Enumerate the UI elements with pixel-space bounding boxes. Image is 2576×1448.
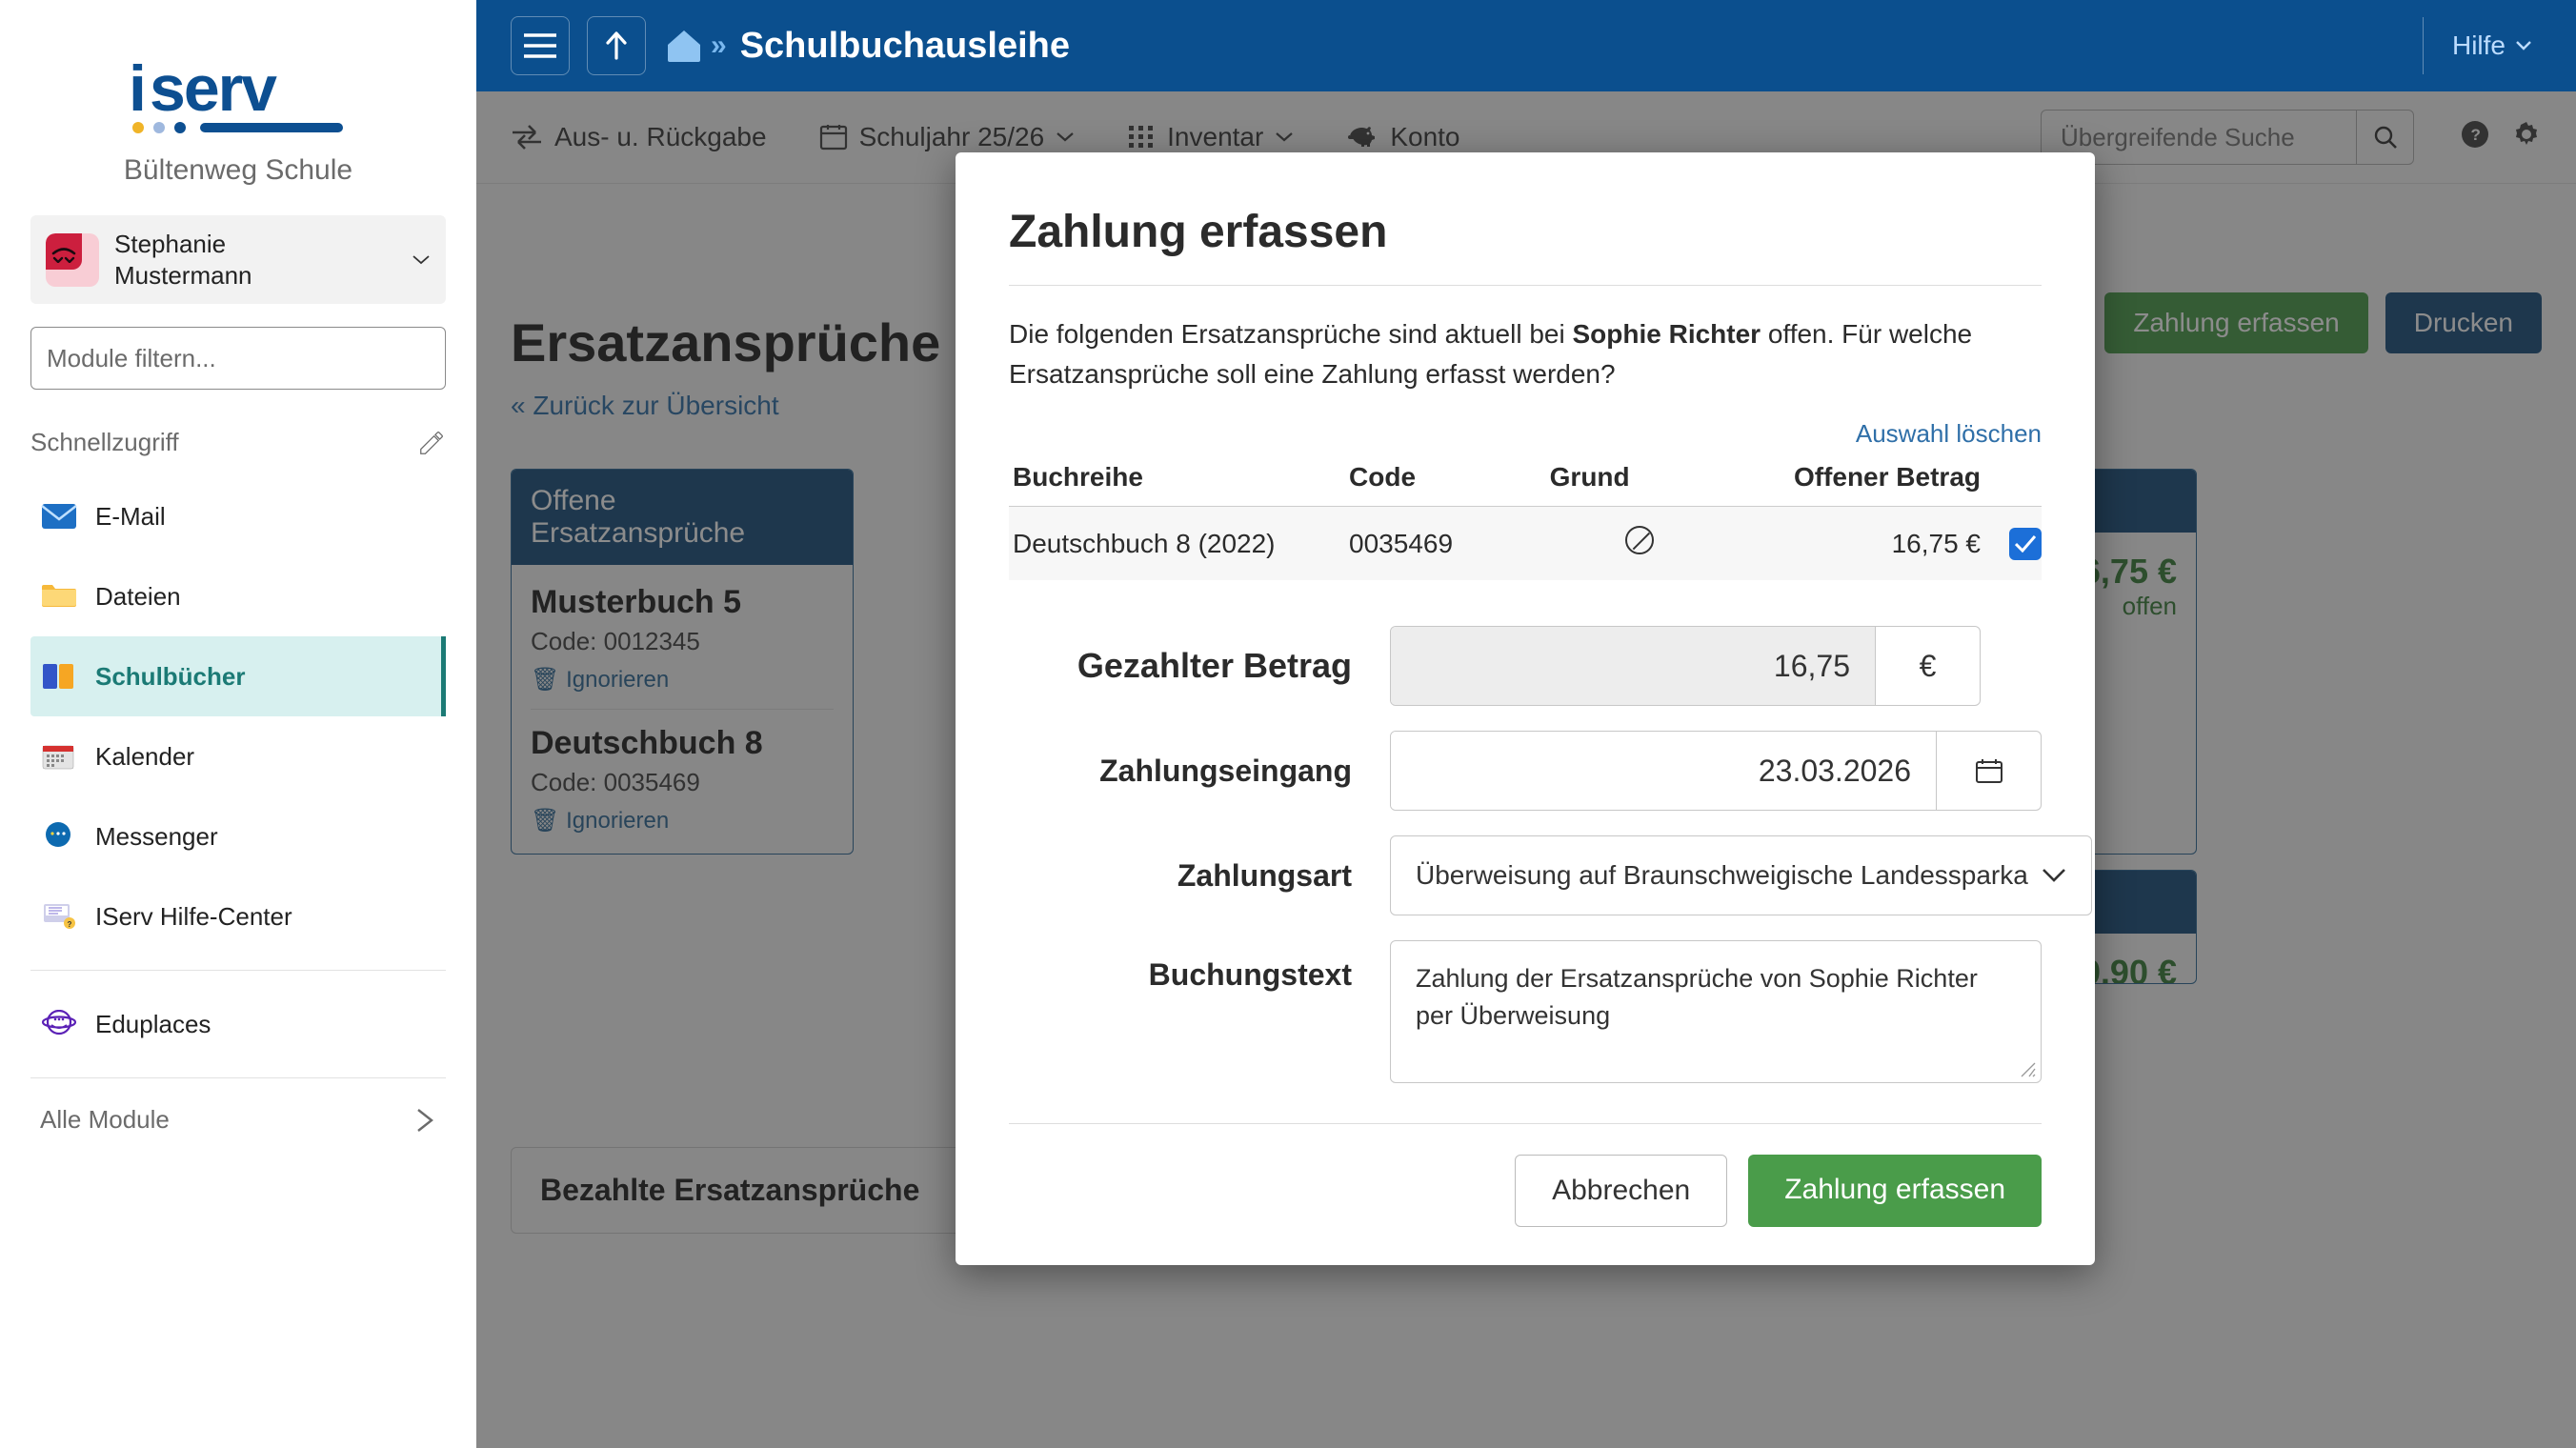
svg-text:?: ? (68, 920, 72, 929)
svg-text:i: i (129, 55, 145, 125)
svg-text:serv: serv (150, 55, 277, 125)
